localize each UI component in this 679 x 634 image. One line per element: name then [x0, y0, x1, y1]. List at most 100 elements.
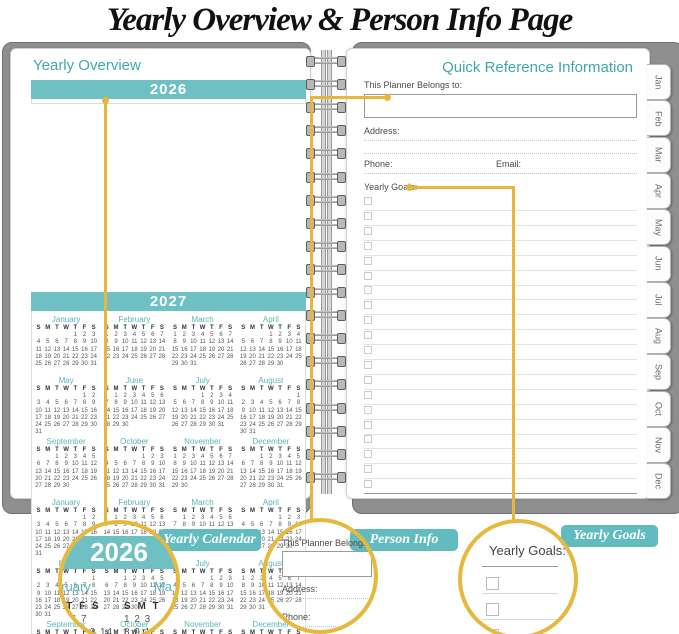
month-name: July: [195, 559, 210, 568]
spiral-cap: [337, 287, 346, 298]
address-line: [364, 153, 637, 154]
goal-checkbox: [364, 331, 372, 340]
callout-goal-row: [482, 567, 558, 594]
address-label: Address:: [364, 126, 400, 136]
belongs-to-field: [364, 94, 637, 118]
month-name: February: [118, 315, 151, 324]
spiral-cap: [337, 333, 346, 345]
month-name: March: [191, 315, 214, 324]
spiral-cap: [337, 402, 346, 414]
spiral-cap: [306, 56, 315, 67]
yearly-goals-badge: Yearly Goals: [561, 525, 658, 547]
month-days: SMTWTFS123456789101112131415161718192021…: [173, 630, 233, 634]
month-name: January: [51, 315, 81, 324]
goal-checkbox: [364, 390, 372, 399]
year-block-2026: 2026: [31, 80, 306, 104]
spiral-cap: [337, 240, 346, 252]
month-name: February: [118, 498, 151, 507]
month-name: April: [262, 315, 279, 324]
tab-jan[interactable]: Jan: [647, 64, 671, 100]
tab-apr[interactable]: Apr: [647, 172, 671, 209]
spiral-rail: [327, 50, 332, 494]
month-name: July: [195, 376, 210, 385]
month-may-2026: May S M T W T F S 1 2 3 4 5 6 7 8 9 10 11 12 13 14 15 16 17 18 19 2…: [32, 375, 100, 435]
callout-belongs-field: [282, 551, 372, 577]
spiral-cap: [337, 471, 346, 483]
month-name: December: [252, 620, 290, 629]
goal-checkbox: [364, 256, 372, 265]
callout-year-banner: 2026: [62, 536, 176, 569]
callout-goals-label: Yearly Goals:: [489, 543, 566, 558]
year-banner-2027: 2027: [31, 292, 306, 311]
month-november-2027: NovemberSMTWTFS1234567891011121314151617…: [169, 619, 237, 634]
callout-goal-checkbox: [486, 629, 499, 634]
yearly-goals-callout: Yearly Goals:: [458, 519, 578, 634]
month-name: September: [46, 620, 86, 629]
month-name: March: [191, 498, 214, 507]
tab-may[interactable]: May: [647, 209, 671, 246]
goal-checkbox: [364, 197, 372, 205]
month-name: May: [58, 376, 74, 385]
spiral-cap: [337, 194, 346, 206]
tab-sep[interactable]: Sep: [647, 354, 671, 391]
person-info-badge: Person Info: [350, 529, 458, 551]
page-title: Yearly Overview & Person Info Page: [106, 2, 574, 38]
tab-nov[interactable]: Nov: [647, 427, 671, 463]
tab-dec[interactable]: Dec: [647, 463, 671, 500]
connector-dot-yearly-goals: [406, 184, 413, 191]
phone-label: Phone:: [364, 159, 393, 169]
goal-checkbox: [364, 450, 372, 459]
goal-row: [364, 448, 637, 465]
callout-calendar-column: W T F S4 5 6 711 12 13 1418 19 20 21: [60, 601, 114, 634]
goal-row: [364, 225, 637, 241]
yearly-overview-heading: Yearly Overview: [33, 57, 141, 74]
goal-row: [364, 314, 637, 331]
spiral-cap: [337, 379, 346, 391]
goal-row: [364, 463, 637, 480]
month-september-2026: September S M T W T F S 1 2 3 4 5 6 7 8 9 10 11 12 13 14 15 16 1…: [32, 436, 100, 496]
person-info-callout: This Planner Belongs to: Address: Phone:: [262, 518, 378, 634]
yearly-goals-label: Yearly Goals:: [364, 182, 418, 192]
month-days: SMTWTFS123456789101112131415161718192021…: [241, 630, 301, 634]
spiral-rail: [321, 50, 326, 494]
callout-calendar-column: S M T1 2 38 9 1015 16: [124, 601, 161, 634]
callout-month-name: bruary: [61, 579, 91, 594]
tab-feb[interactable]: Feb: [647, 100, 671, 137]
connector-line-person-info: [310, 96, 388, 99]
goal-row: [364, 270, 637, 286]
month-name: November: [184, 620, 222, 629]
tab-jul[interactable]: Jul: [647, 281, 671, 318]
month-february-2026: February S M T W T F S 1 2 3 4 5 6 7 8 9 10 11 12 13 14 15 16 17…: [100, 314, 168, 374]
month-august-2026: August S M T W T F S 1 2 3 4 5 6 7 8 9 10 11 12 13 14 15 16 17 18…: [237, 375, 305, 435]
spiral-cap: [337, 310, 346, 322]
belongs-to-label: This Planner Belongs to:: [364, 80, 463, 90]
year-banner-2026: 2026: [31, 80, 306, 99]
tab-mar[interactable]: Mar: [647, 136, 671, 173]
quick-reference-heading: Quick Reference Information: [442, 59, 633, 76]
address-line: [364, 140, 637, 141]
month-march-2026: March S M T W T F S 1 2 3 4 5 6 7 8 9 10 11 12 13 14 15 16 17 18 1…: [169, 314, 237, 374]
tab-oct[interactable]: Oct: [647, 390, 671, 427]
connector-dot-yearly-calendar: [102, 97, 109, 104]
tab-aug[interactable]: Aug: [647, 318, 671, 355]
goal-checkbox: [364, 435, 372, 444]
phone-email-line: [364, 173, 637, 174]
goal-row: [364, 359, 637, 375]
goal-checkbox: [364, 346, 372, 354]
tab-jun[interactable]: Jun: [647, 245, 671, 282]
callout-line: [282, 598, 372, 599]
goal-checkbox: [364, 405, 372, 414]
month-name: December: [252, 437, 290, 446]
